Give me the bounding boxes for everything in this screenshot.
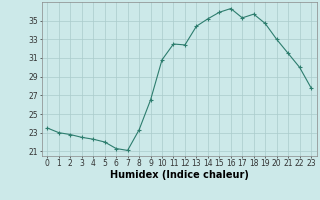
X-axis label: Humidex (Indice chaleur): Humidex (Indice chaleur) xyxy=(110,170,249,180)
